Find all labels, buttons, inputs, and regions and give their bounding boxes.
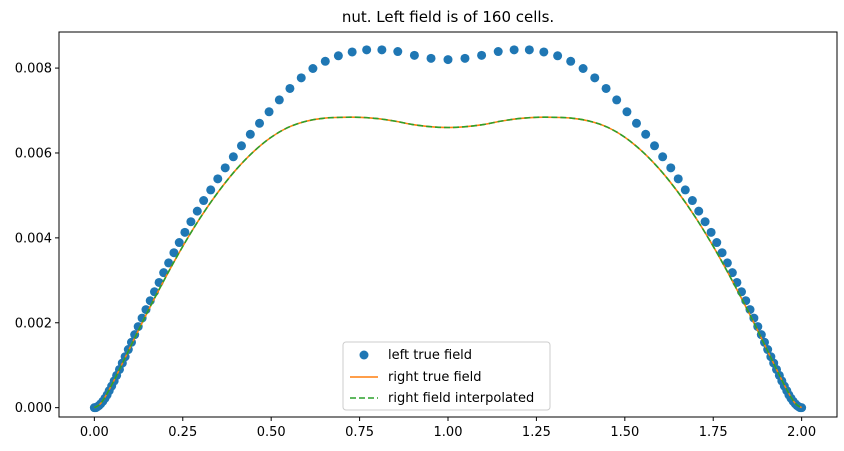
data-point — [700, 217, 710, 227]
data-point — [236, 141, 246, 151]
data-point — [393, 47, 403, 57]
data-point — [590, 73, 600, 83]
legend-marker-left-true-field — [359, 350, 369, 360]
data-point — [727, 268, 737, 278]
data-point — [641, 129, 651, 139]
data-point — [169, 248, 179, 258]
data-point — [137, 313, 147, 323]
data-point — [192, 206, 202, 216]
data-point — [377, 45, 387, 55]
data-point — [255, 118, 265, 128]
data-point — [180, 227, 190, 237]
data-point — [601, 83, 611, 93]
data-point — [578, 64, 588, 74]
data-point — [174, 238, 184, 248]
y-axis: 0.000 0.002 0.004 0.006 0.008 — [15, 62, 59, 416]
x-axis: 0.00 0.25 0.50 0.75 1.00 1.25 1.50 1.75 2.00 — [80, 417, 816, 440]
data-point — [285, 83, 295, 93]
plot-area — [89, 45, 807, 413]
series-layer — [89, 45, 807, 413]
data-point — [443, 55, 453, 65]
data-point — [687, 196, 697, 206]
data-point — [612, 95, 622, 105]
data-point — [164, 258, 174, 268]
data-point — [477, 50, 487, 60]
x-tick-label: 1.25 — [522, 425, 551, 440]
chart-title: nut. Left field is of 160 cells. — [342, 8, 554, 26]
x-tick-label: 1.75 — [699, 425, 728, 440]
data-point — [680, 185, 690, 195]
data-point — [362, 45, 372, 55]
data-point — [650, 141, 660, 151]
legend-frame — [342, 341, 551, 411]
data-point — [245, 129, 255, 139]
y-tick-label: 0.004 — [15, 231, 52, 246]
data-point — [426, 53, 436, 63]
data-point — [409, 50, 419, 60]
x-tick-label: 2.00 — [787, 425, 816, 440]
data-point — [264, 107, 274, 117]
data-point — [524, 45, 534, 55]
data-point — [186, 217, 196, 227]
legend-label-right-true-field: right true field — [388, 370, 482, 385]
data-point — [333, 51, 343, 61]
data-point — [228, 152, 238, 162]
data-point — [666, 163, 676, 173]
data-point — [694, 206, 704, 216]
data-point — [133, 322, 143, 332]
data-point — [622, 107, 632, 117]
data-point — [658, 152, 668, 162]
data-point — [220, 163, 230, 173]
data-point — [706, 227, 716, 237]
data-point — [206, 185, 216, 195]
data-point — [553, 51, 563, 61]
data-point — [159, 268, 169, 278]
data-point — [199, 196, 209, 206]
legend-label-right-field-interpolated: right field interpolated — [388, 391, 534, 406]
data-point — [717, 248, 727, 258]
x-tick-label: 0.50 — [257, 425, 286, 440]
data-point — [539, 47, 549, 57]
data-point — [722, 258, 732, 268]
legend: left true field right true field right f… — [342, 341, 551, 411]
data-point — [631, 118, 641, 128]
data-point — [753, 322, 763, 332]
data-point — [320, 56, 330, 66]
data-point — [712, 238, 722, 248]
y-tick-label: 0.008 — [15, 62, 52, 77]
data-point — [566, 56, 576, 66]
data-point — [749, 313, 759, 323]
x-tick-label: 0.75 — [345, 425, 374, 440]
data-point — [274, 95, 284, 105]
y-tick-label: 0.006 — [15, 146, 52, 161]
data-point — [673, 174, 683, 184]
x-tick-label: 0.25 — [168, 425, 197, 440]
data-point — [308, 64, 318, 74]
data-point — [493, 47, 503, 57]
y-tick-label: 0.002 — [15, 316, 52, 331]
series-line-right-field-interpolated — [93, 116, 803, 409]
data-point — [213, 174, 223, 184]
legend-label-left-true-field: left true field — [388, 348, 472, 363]
x-tick-label: 1.00 — [434, 425, 463, 440]
x-tick-label: 0.00 — [80, 425, 109, 440]
data-point — [460, 53, 470, 63]
x-tick-label: 1.50 — [610, 425, 639, 440]
data-point — [347, 47, 357, 57]
data-point — [296, 73, 306, 83]
y-tick-label: 0.000 — [15, 401, 52, 416]
data-point — [509, 45, 519, 55]
